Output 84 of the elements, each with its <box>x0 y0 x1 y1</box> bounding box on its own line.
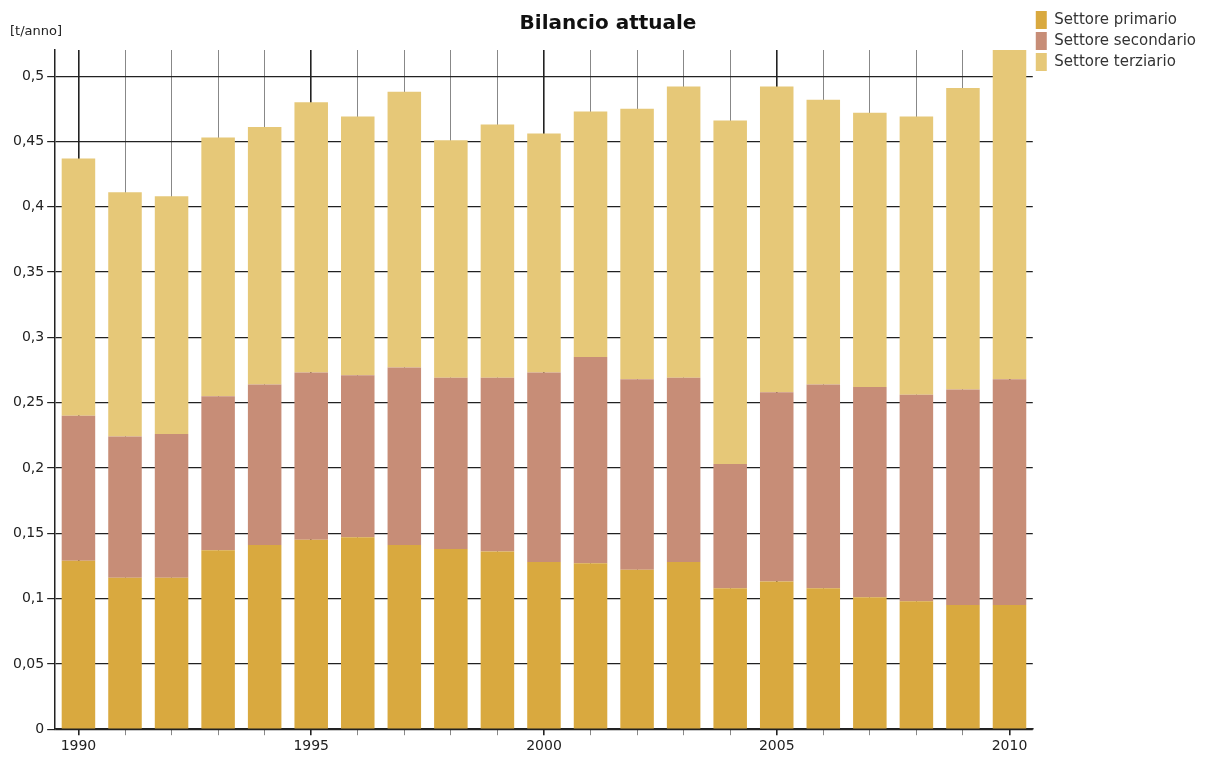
bar <box>247 127 282 385</box>
bar <box>853 112 887 387</box>
bar <box>247 545 282 729</box>
bar <box>108 436 142 578</box>
bar <box>108 192 142 437</box>
bar <box>713 120 747 465</box>
legend-label: Settore terziario <box>1054 51 1176 70</box>
bar <box>387 91 422 368</box>
y-tick-label: 0,35 <box>13 262 45 279</box>
bar <box>434 140 468 378</box>
bar <box>899 116 934 395</box>
bar <box>480 551 515 729</box>
bar <box>201 137 235 397</box>
x-tick-label: 2005 <box>758 737 795 754</box>
bar <box>573 111 608 357</box>
chart-title: Bilancio attuale <box>519 10 697 35</box>
bar <box>713 464 747 589</box>
bar <box>759 392 794 582</box>
bar <box>899 394 934 602</box>
bar <box>666 86 701 378</box>
y-tick-label: 0,4 <box>21 197 45 214</box>
bar <box>154 196 189 435</box>
bar <box>946 389 980 606</box>
bar <box>201 396 235 551</box>
y-tick-label: 0,25 <box>13 393 45 410</box>
x-tick-label: 2000 <box>526 737 562 754</box>
bar <box>201 550 235 729</box>
x-tick-label: 1990 <box>60 737 97 754</box>
x-tick-label: 1995 <box>293 737 330 754</box>
bar <box>480 377 515 552</box>
bar <box>992 50 1027 380</box>
bar <box>247 384 282 546</box>
y-tick-label: 0,15 <box>13 523 45 540</box>
y-tick-label: 0,5 <box>21 66 45 83</box>
bar <box>341 537 375 729</box>
bar <box>294 372 328 540</box>
bar <box>806 99 841 385</box>
bar <box>341 116 375 376</box>
bar <box>666 562 701 729</box>
bar <box>527 372 561 563</box>
bar <box>992 605 1027 729</box>
bar <box>573 356 608 564</box>
bar <box>294 539 328 729</box>
bar <box>759 581 794 729</box>
y-tick-label: 0,2 <box>21 458 45 475</box>
bar <box>387 367 422 546</box>
bar <box>946 605 980 729</box>
bar <box>946 87 980 390</box>
bar <box>108 577 142 729</box>
bar <box>434 377 468 549</box>
bar <box>527 562 561 729</box>
y-tick-label: 0,45 <box>13 132 45 149</box>
bar <box>434 548 468 729</box>
bar <box>666 377 701 563</box>
bar <box>527 133 561 373</box>
bar <box>61 415 96 561</box>
x-tick-label: 2010 <box>991 737 1028 754</box>
bar <box>806 384 841 589</box>
y-tick-label: 0 <box>35 719 45 736</box>
bar <box>620 108 654 380</box>
bar <box>806 588 841 729</box>
bar <box>341 375 375 538</box>
bar <box>61 158 96 416</box>
bar <box>294 102 328 373</box>
bar <box>853 597 887 729</box>
y-tick-label: 0,3 <box>21 327 45 344</box>
bar <box>573 563 608 729</box>
y-tick-label: 0,05 <box>13 654 45 671</box>
bar <box>387 545 422 729</box>
bar <box>899 601 934 729</box>
bar <box>759 86 794 393</box>
bar <box>154 577 189 729</box>
bar <box>154 434 189 578</box>
legend-label: Settore primario <box>1054 9 1177 28</box>
bar <box>992 379 1027 606</box>
y-axis-title: [t/anno] <box>10 22 63 38</box>
legend-label: Settore secondario <box>1054 30 1197 49</box>
bar <box>480 124 515 378</box>
bar <box>713 588 747 729</box>
bar <box>61 560 96 729</box>
bar <box>853 386 887 598</box>
bar <box>620 379 654 570</box>
y-tick-label: 0,1 <box>21 589 45 606</box>
bar <box>620 569 654 729</box>
